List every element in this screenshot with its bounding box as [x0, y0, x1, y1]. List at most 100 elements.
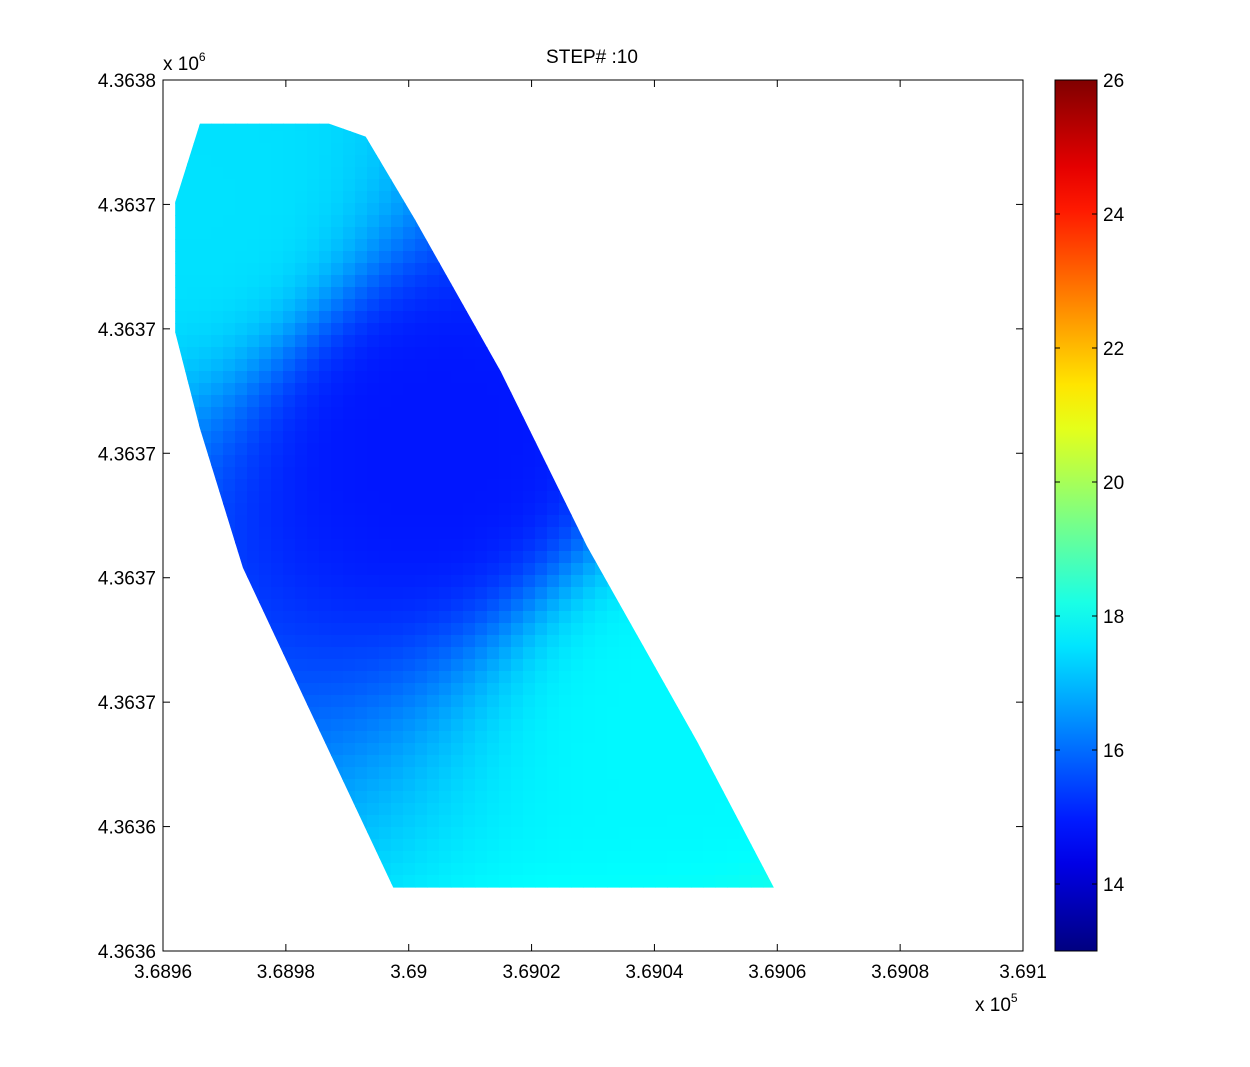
heat-cell	[907, 359, 920, 372]
heat-cell	[859, 695, 872, 708]
heat-cell	[427, 431, 440, 444]
heat-cell	[247, 431, 260, 444]
heat-cell	[763, 227, 776, 240]
heat-cell	[511, 123, 524, 132]
heat-cell	[715, 215, 728, 228]
heat-cell	[907, 215, 920, 228]
heat-cell	[235, 467, 248, 480]
heat-cell	[919, 155, 932, 168]
heat-cell	[979, 371, 992, 384]
heat-cell	[283, 275, 296, 288]
heat-cell	[187, 779, 200, 792]
heat-cell	[571, 323, 584, 336]
heat-cell	[211, 143, 224, 156]
heat-cell	[403, 611, 416, 624]
heat-cell	[847, 335, 860, 348]
heat-cell	[823, 623, 836, 636]
heat-cell	[451, 167, 464, 180]
heat-cell	[931, 623, 944, 636]
heat-cell	[271, 215, 284, 228]
heat-cell	[799, 671, 812, 684]
heat-cell	[847, 743, 860, 756]
heat-cell	[907, 383, 920, 396]
heat-cell	[475, 791, 488, 804]
heat-cell	[571, 875, 584, 888]
heat-cell	[811, 683, 824, 696]
heat-cell	[367, 587, 380, 600]
heat-cell	[679, 527, 692, 540]
heat-cell	[319, 779, 332, 792]
heat-cell	[571, 107, 584, 120]
heat-cell	[967, 527, 980, 540]
heat-cell	[259, 131, 272, 144]
heat-cell	[379, 263, 392, 276]
heat-cell	[439, 683, 452, 696]
heat-cell	[859, 731, 872, 744]
heat-cell	[235, 491, 248, 504]
heat-cell	[355, 551, 368, 564]
heat-cell	[523, 263, 536, 276]
heat-cell	[451, 95, 464, 108]
heat-cell	[259, 179, 272, 192]
heat-cell	[391, 695, 404, 708]
heat-cell	[787, 827, 800, 840]
heat-cell	[919, 683, 932, 696]
heat-cell	[211, 239, 224, 252]
heat-cell	[703, 191, 716, 204]
heat-cell	[907, 323, 920, 336]
heat-cell	[523, 479, 536, 492]
heat-cell	[223, 323, 236, 336]
heat-cell	[223, 143, 236, 156]
heat-cell	[979, 767, 992, 780]
heat-cell	[439, 227, 452, 240]
heat-cell	[799, 251, 812, 264]
heat-cell	[271, 863, 284, 876]
heat-cell	[955, 251, 968, 264]
heat-cell	[643, 155, 656, 168]
heat-cell	[331, 123, 344, 132]
heat-cell	[559, 395, 572, 408]
heat-cell	[955, 359, 968, 372]
heat-cell	[619, 467, 632, 480]
heat-cell	[439, 383, 452, 396]
heat-cell	[427, 503, 440, 516]
heat-cell	[583, 611, 596, 624]
heat-cell	[475, 239, 488, 252]
heat-cell	[175, 767, 176, 780]
heat-cell	[499, 395, 512, 408]
heat-cell	[727, 191, 740, 204]
heat-cell	[187, 383, 200, 396]
heat-cell	[967, 131, 980, 144]
heat-cell	[307, 311, 320, 324]
heat-cell	[235, 407, 248, 420]
heat-cell	[991, 503, 993, 516]
heat-cell	[223, 131, 236, 144]
heat-cell	[343, 575, 356, 588]
heat-cell	[811, 143, 824, 156]
heat-cell	[847, 623, 860, 636]
heat-cell	[247, 347, 260, 360]
heat-cell	[943, 251, 956, 264]
heat-cell	[451, 791, 464, 804]
heat-cell	[295, 179, 308, 192]
heat-cell	[235, 635, 248, 648]
heat-cell	[487, 431, 500, 444]
heat-cell	[403, 551, 416, 564]
heat-cell	[859, 467, 872, 480]
heat-cell	[499, 311, 512, 324]
heat-cell	[775, 719, 788, 732]
heat-cell	[763, 383, 776, 396]
heat-cell	[403, 395, 416, 408]
heat-cell	[523, 167, 536, 180]
heat-cell	[847, 731, 860, 744]
heat-cell	[559, 287, 572, 300]
heat-cell	[871, 467, 884, 480]
heat-cell	[355, 515, 368, 528]
heat-cell	[331, 371, 344, 384]
heat-cell	[619, 407, 632, 420]
heat-cell	[571, 287, 584, 300]
heat-cell	[403, 383, 416, 396]
heat-cell	[343, 803, 356, 816]
heat-cell	[811, 803, 824, 816]
heat-cell	[811, 659, 824, 672]
